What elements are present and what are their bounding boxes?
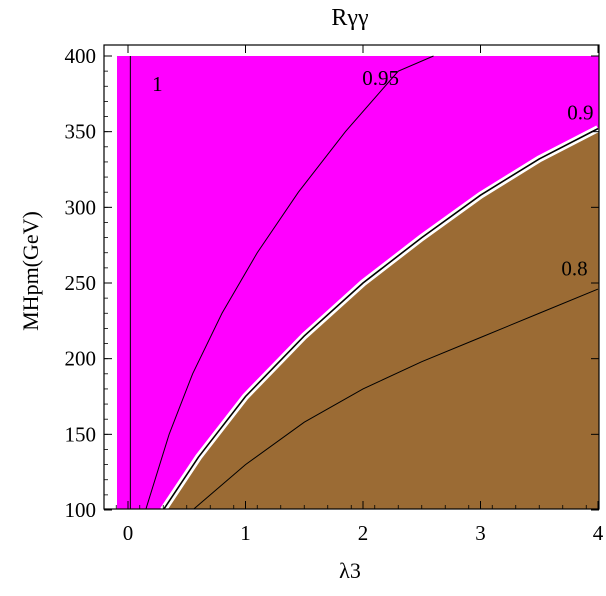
region-r-below-0.9 xyxy=(163,128,599,509)
y-tick-label: 350 xyxy=(65,120,97,144)
x-tick-label: 3 xyxy=(475,521,486,545)
contour-label-0.9: 0.9 xyxy=(567,101,593,125)
contour-line-0.95 xyxy=(145,55,434,509)
plot-area xyxy=(104,45,599,509)
x-tick-label: 4 xyxy=(593,521,604,545)
contour-label-0.95: 0.95 xyxy=(362,66,399,90)
y-tick-label: 100 xyxy=(65,498,97,522)
y-tick-label: 200 xyxy=(65,347,97,371)
y-tick-label: 250 xyxy=(65,271,97,295)
contour-label-1: 1 xyxy=(152,72,163,96)
chart-title: Rγγ xyxy=(331,5,369,31)
x-tick-label: 0 xyxy=(123,521,134,545)
x-axis-title: λ3 xyxy=(339,558,361,583)
contour-label-0.8: 0.8 xyxy=(561,256,587,280)
y-tick-label: 400 xyxy=(65,44,97,68)
contour-line-0.9 xyxy=(162,127,599,509)
contour-labels: 1 0.95 0.9 0.8 xyxy=(152,66,593,281)
x-axis: 0 1 2 3 4 xyxy=(115,45,604,545)
y-axis-title: MHpm(GeV) xyxy=(18,211,43,331)
contour-line-0.8 xyxy=(193,288,599,509)
x-tick-label: 2 xyxy=(358,521,369,545)
y-tick-label: 300 xyxy=(65,195,97,219)
contour-lines xyxy=(129,55,599,509)
y-tick-label: 150 xyxy=(65,422,97,446)
x-tick-label: 1 xyxy=(240,521,251,545)
y-axis: 100 150 200 250 300 350 400 xyxy=(65,44,599,522)
